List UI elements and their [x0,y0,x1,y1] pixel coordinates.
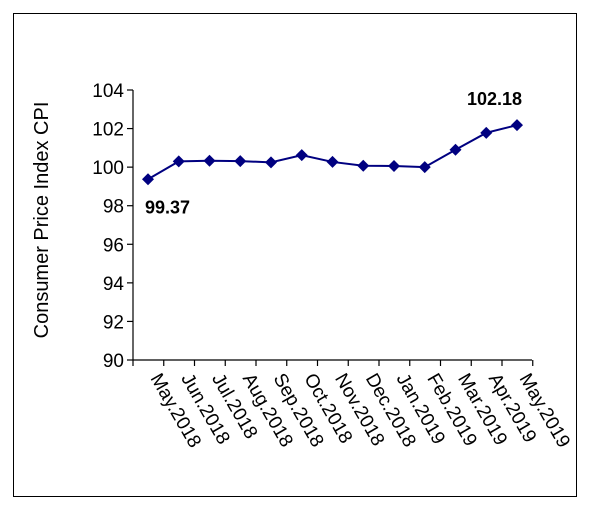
data-point [265,156,277,169]
data-point [511,119,523,132]
y-tick-label: 100 [92,158,124,179]
data-point [357,159,370,172]
chart-frame [13,13,577,497]
data-point [388,159,400,172]
data-point [234,155,247,168]
y-axis-title: Consumer Price Index CPI [31,102,53,339]
data-labels: 99.37 102.18 [145,89,522,217]
y-tick-label: 104 [92,81,124,102]
data-point [480,126,493,139]
data-point [449,143,462,156]
data-point [418,161,431,174]
data-point [142,173,154,186]
y-tick-label: 94 [103,274,125,295]
data-point [172,155,185,168]
y-tick-label: 102 [92,120,124,141]
cpi-series [142,119,523,186]
data-label: 99.37 [145,197,190,217]
data-point [203,154,216,167]
y-tick-label: 90 [103,351,124,372]
data-label: 102.18 [467,89,522,109]
y-tick-label: 96 [103,235,124,256]
series-line [147,124,518,181]
y-axis: 90 92 94 96 98 100 102 104 [92,81,134,372]
x-axis: May.2018Jun.2018Jul.2018Aug.2018Sep.2018… [132,359,574,452]
y-tick-label: 92 [103,312,124,333]
data-point [326,155,339,168]
data-point [295,149,308,162]
y-tick-label: 98 [103,197,124,218]
